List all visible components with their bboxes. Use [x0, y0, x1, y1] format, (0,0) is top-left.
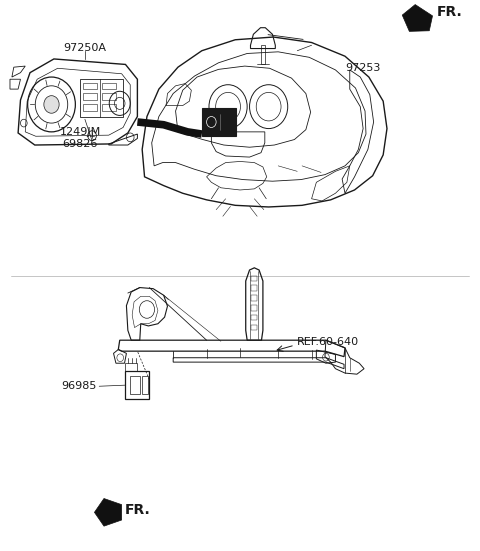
Text: 1249JM
69826: 1249JM 69826: [60, 127, 101, 149]
Bar: [130, 376, 140, 394]
Text: REF.60-640: REF.60-640: [297, 337, 360, 347]
Bar: [252, 276, 257, 281]
Bar: [80, 79, 123, 116]
Bar: [83, 83, 97, 89]
Bar: [252, 305, 257, 311]
Bar: [125, 363, 137, 371]
Bar: [252, 325, 257, 330]
Text: 97253: 97253: [345, 63, 380, 73]
Bar: [83, 94, 97, 100]
Circle shape: [44, 96, 59, 113]
Text: FR.: FR.: [124, 503, 150, 517]
Bar: [252, 285, 257, 291]
Bar: [142, 376, 148, 394]
Bar: [83, 105, 97, 111]
Bar: [252, 295, 257, 301]
Text: FR.: FR.: [437, 6, 462, 19]
Bar: [102, 105, 116, 111]
Text: 97250A: 97250A: [63, 44, 107, 53]
Polygon shape: [402, 4, 432, 31]
Bar: [202, 109, 236, 136]
Bar: [252, 315, 257, 321]
Bar: [102, 94, 116, 100]
Bar: [261, 45, 265, 64]
Polygon shape: [95, 499, 121, 526]
Text: 96985: 96985: [61, 381, 97, 391]
Bar: [102, 83, 116, 89]
Bar: [125, 371, 149, 399]
